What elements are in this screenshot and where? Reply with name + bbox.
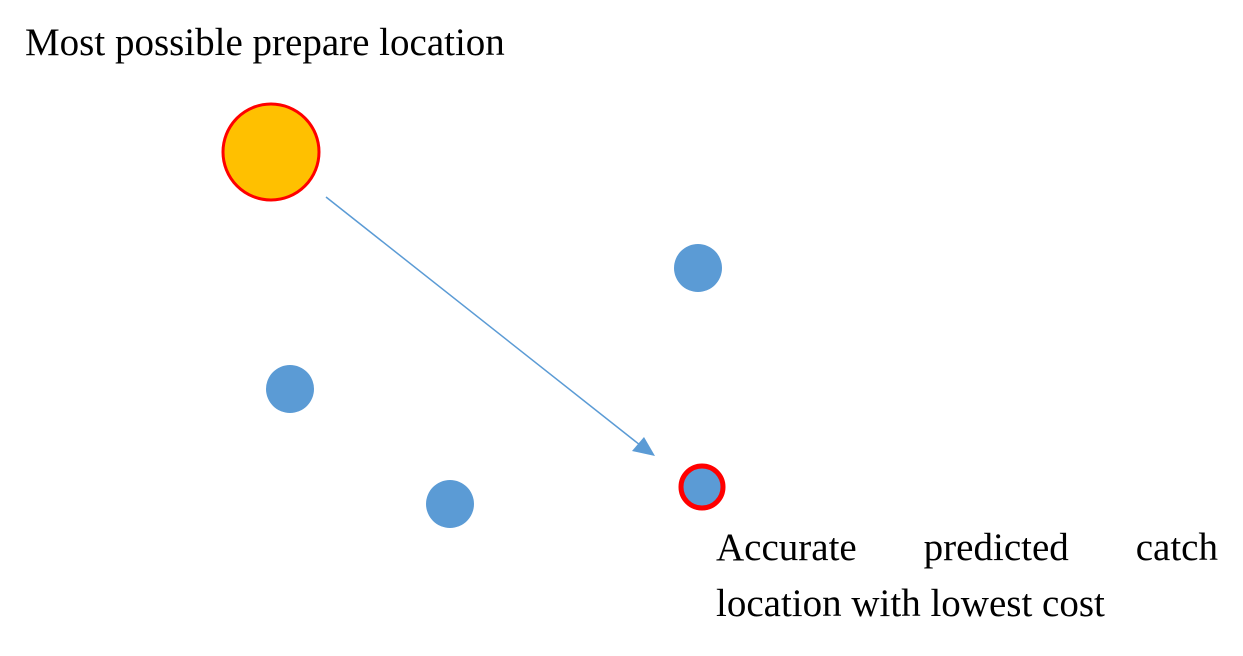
movement-arrowhead	[632, 437, 655, 456]
catch-location-label-line-2: location with lowest cost	[716, 582, 1105, 625]
catch-location-label-line-1: Accurate predicted catch	[716, 526, 1218, 569]
accurate-catch-location-marker	[678, 463, 726, 511]
movement-arrow	[325, 196, 646, 450]
candidate-location-dot	[266, 365, 314, 413]
prepare-location-label: Most possible prepare location	[25, 21, 505, 64]
candidate-location-dot	[426, 480, 474, 528]
prepare-location-marker	[221, 102, 321, 202]
catch-location-label: Accurate predicted catch location with l…	[716, 520, 1218, 632]
candidate-location-dot	[674, 244, 722, 292]
